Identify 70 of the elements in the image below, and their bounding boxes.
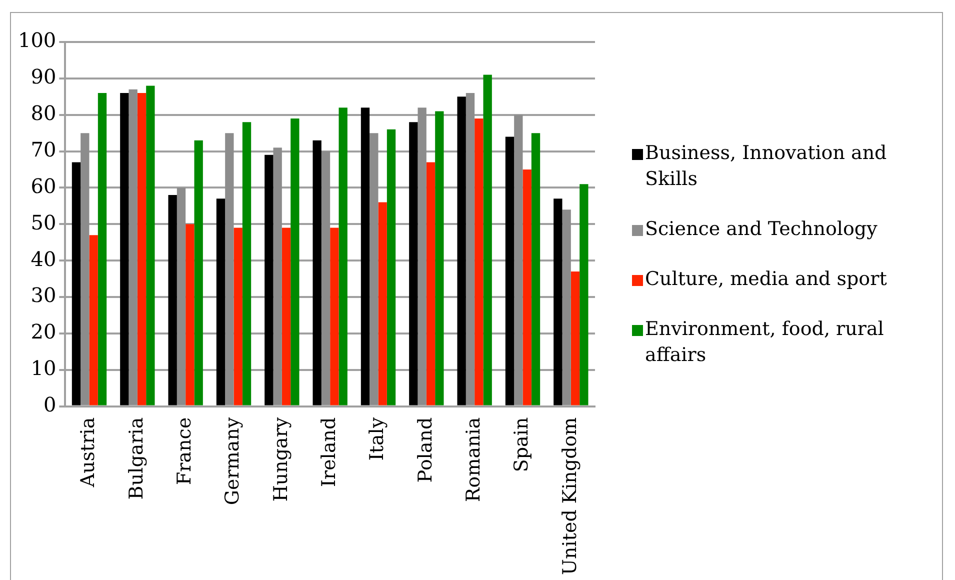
bar xyxy=(225,133,234,406)
bar xyxy=(242,122,252,406)
y-tick-label: 20 xyxy=(30,320,56,344)
bar xyxy=(72,162,81,406)
bar xyxy=(474,118,484,406)
bar xyxy=(186,224,194,406)
bar xyxy=(216,198,226,406)
bar xyxy=(234,228,242,406)
bar xyxy=(176,188,186,406)
bar xyxy=(120,93,129,406)
x-tick-label: Austria xyxy=(77,417,100,488)
bar xyxy=(483,74,492,406)
y-tick-label: 90 xyxy=(30,64,56,89)
bar xyxy=(338,108,348,406)
y-tick-label: 100 xyxy=(18,28,56,52)
legend-label: Business, Innovation and Skills xyxy=(645,141,888,192)
y-tick-label: 10 xyxy=(30,356,56,380)
bar xyxy=(98,93,107,406)
bar xyxy=(457,96,466,406)
bar xyxy=(273,148,282,406)
bar xyxy=(264,154,274,406)
legend-label: Science and Technology xyxy=(645,217,878,242)
bar xyxy=(386,129,396,406)
bar xyxy=(378,202,387,406)
bar xyxy=(282,228,291,406)
bar xyxy=(137,93,146,406)
bar xyxy=(194,140,203,406)
bar xyxy=(128,89,138,406)
x-tick-label: Spain xyxy=(510,417,533,472)
x-tick-label: Bulgaria xyxy=(125,417,148,500)
bar xyxy=(522,170,532,406)
y-tick-label: 50 xyxy=(30,210,56,234)
bar xyxy=(531,133,540,406)
bar xyxy=(505,136,514,406)
bar xyxy=(146,86,155,406)
x-tick-label: United Kingdom xyxy=(558,417,581,576)
y-tick-label: 80 xyxy=(30,101,56,126)
x-tick-label: Ireland xyxy=(318,417,340,487)
bar xyxy=(418,108,426,406)
y-tick-label: 0 xyxy=(43,392,56,417)
bar xyxy=(321,151,330,406)
bar xyxy=(168,195,177,406)
bar xyxy=(554,198,562,406)
bar xyxy=(360,108,370,406)
bar xyxy=(312,140,322,406)
legend-label: Environment, food, rural affairs xyxy=(645,317,885,368)
y-tick-label: 70 xyxy=(30,137,56,162)
y-tick-label: 40 xyxy=(30,246,56,271)
bar xyxy=(570,272,580,406)
bar xyxy=(290,118,300,406)
bar xyxy=(409,122,418,406)
x-tick-label: Germany xyxy=(222,417,244,506)
bar xyxy=(466,93,475,406)
bar xyxy=(580,184,588,406)
x-tick-label: Poland xyxy=(414,417,436,483)
bar xyxy=(426,162,436,406)
bar xyxy=(370,133,378,406)
legend-label: Culture, media and sport xyxy=(645,267,887,292)
y-tick-label: 60 xyxy=(30,174,56,198)
bar xyxy=(89,235,98,406)
bar xyxy=(514,114,523,406)
x-tick-label: Italy xyxy=(366,417,388,461)
x-tick-label: Hungary xyxy=(270,417,292,502)
bar xyxy=(80,133,90,406)
bar xyxy=(562,210,571,406)
x-tick-label: France xyxy=(174,417,196,486)
bar xyxy=(435,111,444,406)
x-tick-label: Romania xyxy=(462,417,485,502)
y-tick-label: 30 xyxy=(30,283,56,308)
bar xyxy=(330,228,339,406)
